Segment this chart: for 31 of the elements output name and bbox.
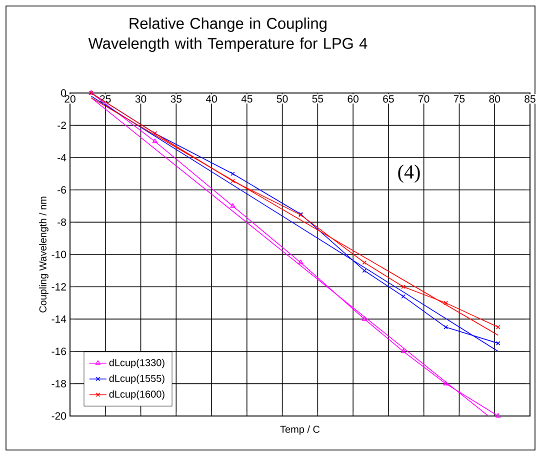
y-tick-label: -20 bbox=[52, 412, 66, 420]
x-tick-label: 45 bbox=[241, 95, 252, 103]
x-tick-label: 65 bbox=[383, 95, 394, 103]
y-tick-label: -2 bbox=[58, 122, 66, 129]
y-tick-label: -16 bbox=[52, 348, 66, 356]
y-tick-label: -6 bbox=[58, 186, 66, 194]
y-tick-label: -18 bbox=[52, 380, 66, 388]
x-tick-label: 60 bbox=[348, 95, 358, 103]
x-tick-label: 75 bbox=[454, 95, 465, 103]
y-tick-label: -12 bbox=[52, 283, 66, 290]
x-axis-title: Temp / C bbox=[280, 426, 320, 435]
x-tick-label: 80 bbox=[489, 95, 500, 103]
x-tick-label: 70 bbox=[418, 95, 430, 103]
x-tick-label: 20 bbox=[64, 95, 76, 103]
legend-label: dLcup(1555) bbox=[109, 374, 164, 384]
y-tick-label: -8 bbox=[58, 218, 66, 226]
x-tick-label: 85 bbox=[524, 95, 536, 103]
x-tick-label: 50 bbox=[276, 95, 288, 103]
y-axis-title: Coupling Wavelength / nm bbox=[39, 196, 48, 312]
y-tick-label: -4 bbox=[58, 154, 66, 162]
y-tick-label: -10 bbox=[52, 250, 66, 258]
x-tick-label: 35 bbox=[170, 95, 182, 103]
x-tick-label: 40 bbox=[206, 95, 217, 103]
x-tick-label: 55 bbox=[312, 95, 324, 103]
annotation: (4) bbox=[398, 164, 420, 183]
x-tick-label: 30 bbox=[135, 95, 146, 103]
legend-label: dLcup(1330) bbox=[109, 358, 164, 368]
chart-title: Relative Change in Coupling Wavelength with Temperature for LPG 4 bbox=[88, 18, 368, 52]
legend-label: dLcup(1600) bbox=[109, 390, 164, 400]
y-tick-label: -14 bbox=[52, 315, 66, 323]
y-tick-label: 0 bbox=[61, 89, 66, 97]
